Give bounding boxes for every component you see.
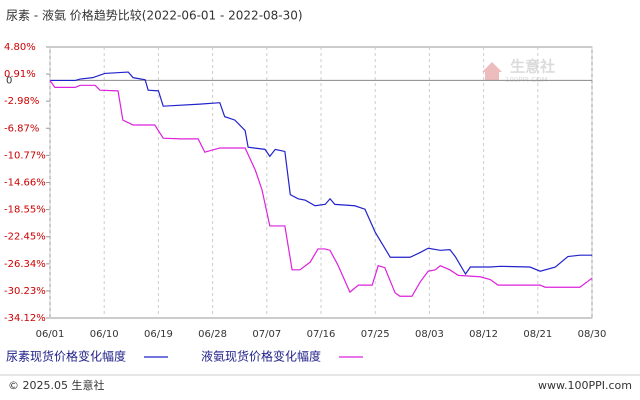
y-tick-label: -14.66% (4, 178, 46, 189)
series-line (50, 71, 592, 276)
x-tick-label: 08/12 (469, 329, 498, 340)
x-tick-label: 08/03 (415, 329, 444, 340)
y-tick-label: -18.55% (4, 205, 46, 216)
zero-label: 0 (6, 75, 12, 86)
x-tick-label: 07/16 (307, 329, 336, 340)
y-tick-label: -34.12% (4, 313, 46, 324)
legend-label: 尿素现货价格变化幅度 (6, 349, 126, 364)
y-tick-label: -22.45% (4, 232, 46, 243)
watermark-icon (482, 62, 502, 80)
x-tick-label: 07/25 (361, 329, 390, 340)
series-line (49, 80, 593, 297)
x-tick-label: 08/21 (523, 329, 552, 340)
chart-title: 尿素 - 液氨 价格趋势比较(2022-06-01 - 2022-08-30) (6, 8, 303, 23)
footer-url: www.100PPI.com (538, 379, 632, 392)
x-tick-label: 06/10 (90, 329, 119, 340)
x-tick-label: 06/28 (198, 329, 227, 340)
y-tick-label: -26.34% (4, 259, 46, 270)
y-tick-label: -10.77% (4, 150, 46, 161)
x-tick-label: 07/07 (252, 329, 281, 340)
x-tick-label: 08/30 (578, 329, 607, 340)
y-tick-label: -30.23% (4, 286, 46, 297)
legend-label: 液氨现货价格变化幅度 (201, 349, 321, 364)
y-tick-label: -6.87% (4, 123, 39, 134)
x-tick-label: 06/19 (144, 329, 173, 340)
y-tick-label: 0.91% (4, 69, 36, 80)
y-tick-label: -2.98% (4, 96, 39, 107)
watermark-brand: 生意社 (510, 58, 555, 76)
footer-copyright: © 2025.05 生意社 (8, 378, 104, 392)
x-tick-label: 06/01 (36, 329, 65, 340)
y-tick-label: 4.80% (4, 42, 36, 53)
